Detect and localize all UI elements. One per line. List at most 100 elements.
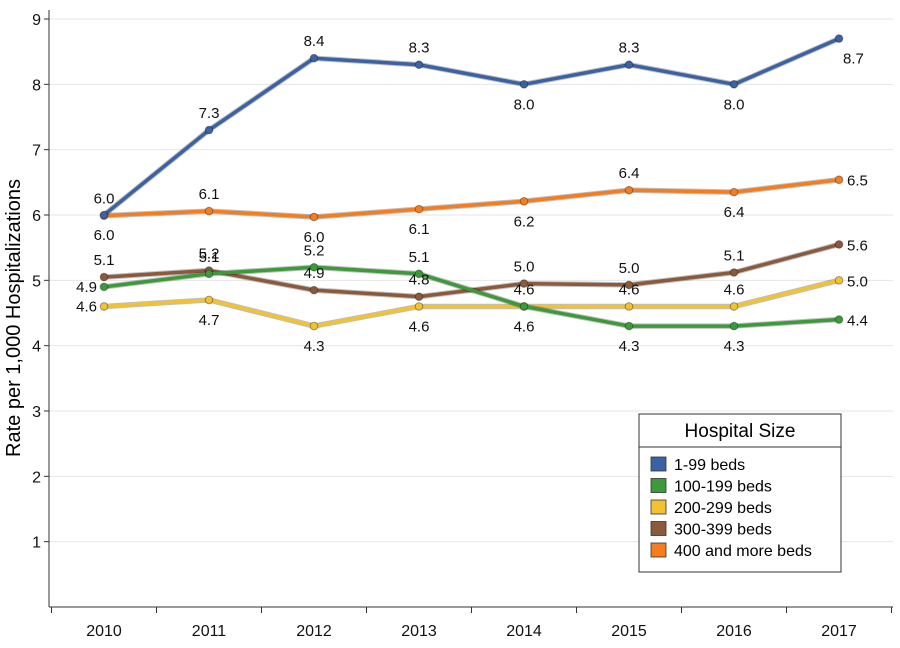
legend-title: Hospital Size	[685, 421, 796, 442]
gridlines	[49, 18, 893, 543]
legend-item: 1-99 beds	[650, 456, 745, 474]
y-tick-label: 2	[32, 469, 41, 486]
data-point	[834, 315, 844, 324]
data-point	[99, 302, 109, 311]
legend-item: 100-199 beds	[650, 478, 772, 496]
data-label: 4.6	[724, 281, 745, 298]
data-label: 5.1	[724, 247, 745, 264]
y-tick-label: 3	[32, 404, 41, 421]
legend-swatch	[650, 521, 667, 536]
data-label: 5.6	[847, 237, 868, 254]
series-lines	[99, 34, 844, 331]
data-point	[834, 276, 844, 285]
data-label: 4.9	[304, 265, 325, 282]
x-tick-label: 2013	[401, 623, 437, 640]
data-point	[729, 321, 739, 331]
legend-swatch	[650, 456, 667, 472]
data-label: 5.0	[847, 273, 868, 290]
data-label: 5.0	[619, 260, 640, 277]
series-400-and-more-beds	[99, 175, 844, 222]
data-point	[729, 80, 739, 89]
series-line	[102, 36, 840, 217]
y-tick-label: 9	[32, 12, 41, 29]
data-label: 4.6	[76, 298, 97, 315]
data-label: 4.6	[514, 281, 535, 298]
x-tick-label: 2016	[716, 623, 752, 640]
x-tick-label: 2014	[506, 623, 542, 640]
data-point	[204, 206, 214, 216]
data-label: 6.5	[847, 173, 868, 190]
legend-label: 200-299 beds	[674, 500, 772, 517]
data-point	[204, 295, 214, 305]
y-axis-title: Rate per 1,000 Hospitalizations	[3, 179, 25, 457]
data-point	[309, 262, 319, 272]
data-label: 6.2	[514, 213, 535, 230]
data-point	[834, 240, 844, 249]
series-1-99-beds	[99, 34, 844, 220]
legend-item: 300-399 beds	[650, 521, 772, 539]
data-point	[204, 125, 214, 135]
x-tick-label: 2012	[296, 623, 332, 640]
data-point	[414, 204, 424, 214]
data-point	[519, 279, 529, 288]
x-ticks: 2010 2011 2012 2013 2014 2015 2016 2017	[51, 607, 892, 640]
data-point	[729, 302, 739, 311]
legend-swatch	[650, 499, 667, 515]
data-point	[99, 282, 109, 292]
x-tick-label: 2011	[192, 623, 227, 640]
data-point	[624, 302, 634, 311]
y-tick-label: 4	[32, 339, 41, 356]
x-tick-label: 2015	[611, 623, 647, 640]
y-tick-label: 8	[32, 77, 41, 94]
data-label: 4.6	[409, 318, 430, 335]
data-label: 4.7	[199, 312, 220, 329]
data-label: 8.0	[514, 96, 535, 113]
data-label: 8.3	[619, 40, 640, 57]
data-label: 5.1	[409, 249, 430, 266]
series-line	[103, 278, 840, 328]
data-point	[624, 321, 634, 331]
data-point	[834, 34, 844, 43]
data-point	[414, 60, 424, 70]
y-tick-label: 6	[32, 208, 41, 225]
data-label: 8.3	[409, 40, 430, 57]
data-label: 4.9	[76, 279, 97, 296]
legend-label: 1-99 beds	[674, 457, 745, 474]
legend-item: 400 and more beds	[650, 542, 812, 560]
data-point	[309, 321, 319, 331]
data-point	[309, 285, 319, 295]
data-point	[309, 53, 319, 63]
data-point	[519, 80, 529, 89]
data-label: 8.4	[304, 33, 325, 50]
x-tick-label: 2017	[821, 623, 857, 640]
data-point	[624, 280, 634, 290]
legend-label: 300-399 beds	[674, 522, 772, 539]
series-line	[103, 265, 840, 328]
data-point	[729, 187, 739, 197]
series-100-199-beds	[99, 262, 844, 331]
data-label: 4.3	[619, 338, 640, 355]
data-label: 4.4	[847, 313, 868, 330]
data-point	[204, 269, 214, 279]
data-point	[414, 292, 424, 301]
data-label: 6.0	[94, 191, 115, 208]
data-label: 4.8	[409, 272, 430, 289]
data-label: 7.3	[199, 105, 220, 122]
legend-label: 400 and more beds	[674, 543, 812, 560]
data-point	[99, 272, 109, 282]
legend: Hospital Size 1-99 beds 100-199 beds 200-2…	[638, 413, 842, 573]
legend-item: 200-299 beds	[650, 499, 772, 517]
x-tick-label: 2010	[86, 623, 122, 640]
y-tick-label: 5	[32, 273, 41, 290]
legend-swatch	[650, 478, 667, 493]
data-label: 4.3	[724, 338, 745, 355]
data-label: 6.4	[724, 204, 745, 221]
data-point	[624, 185, 634, 195]
data-label: 6.1	[199, 186, 220, 203]
data-label: 8.0	[724, 96, 745, 113]
data-point	[519, 302, 529, 311]
y-tick-label: 1	[32, 535, 41, 552]
data-label: 6.0	[94, 227, 115, 244]
legend-box	[638, 413, 842, 573]
